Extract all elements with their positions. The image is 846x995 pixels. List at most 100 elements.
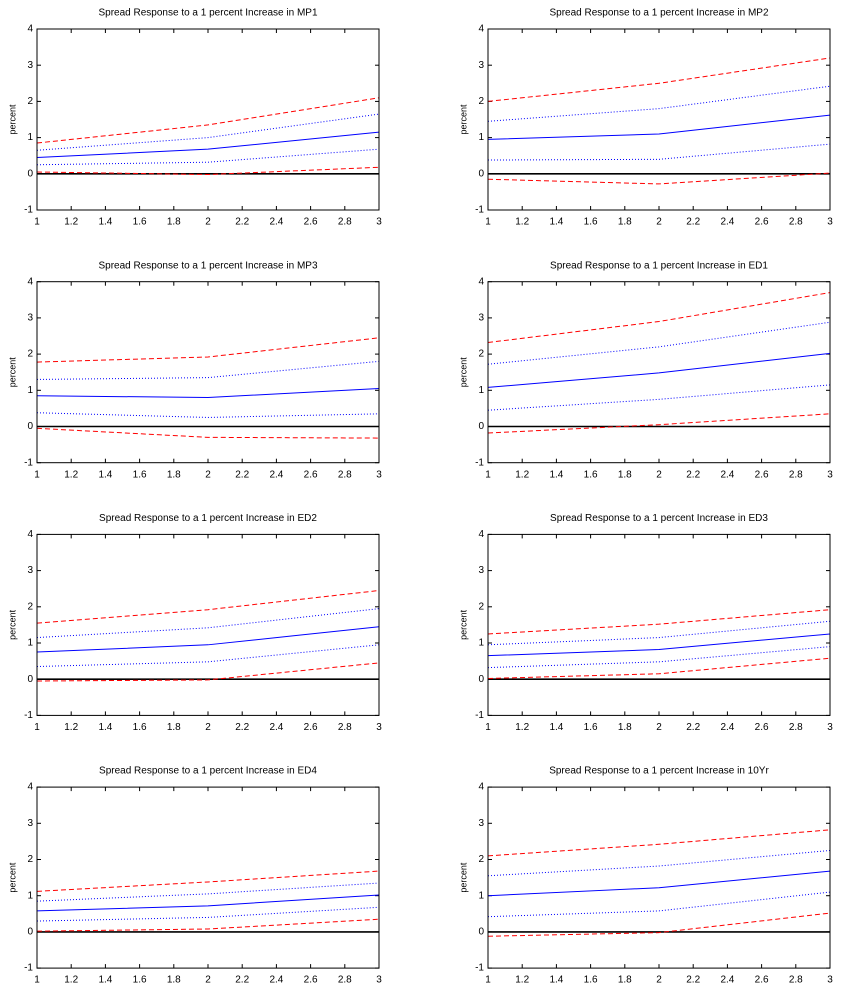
y-tick-label: -1: [24, 205, 33, 216]
x-tick-label: 1.2: [515, 975, 529, 986]
x-tick-label: 1.2: [515, 217, 529, 228]
series-line: [36, 894, 380, 912]
y-tick-label: 2: [478, 349, 484, 360]
y-tick-label: 2: [478, 96, 484, 107]
x-tick-label: 3: [376, 975, 382, 986]
y-tick-label: 3: [27, 313, 33, 324]
series-line: [487, 609, 831, 635]
y-tick-label: -1: [475, 457, 484, 468]
y-tick-label: 0: [27, 168, 33, 179]
y-tick-label: 3: [478, 818, 484, 829]
x-tick-label: 1: [485, 217, 491, 228]
x-tick-label: 2.4: [269, 722, 283, 733]
x-tick-label: 2: [205, 722, 211, 733]
y-tick-label: 0: [27, 421, 33, 432]
x-tick-label: 2.2: [235, 469, 249, 480]
y-tick-label: 0: [478, 927, 484, 938]
x-tick-label: 2.8: [789, 469, 803, 480]
series-line: [487, 172, 831, 185]
series-line: [36, 131, 380, 159]
series-line: [487, 292, 831, 344]
series-line: [36, 906, 380, 922]
x-tick-label: 2.4: [720, 975, 734, 986]
x-tick-label: 2.6: [304, 469, 318, 480]
series-line: [487, 912, 831, 937]
x-tick-label: 1.6: [133, 469, 147, 480]
series-line: [36, 662, 380, 682]
chart-title: Spread Response to a 1 percent Increase …: [98, 260, 317, 271]
x-tick-label: 2.2: [235, 217, 249, 228]
plot-frame: [487, 533, 831, 716]
x-tick-label: 2.6: [304, 217, 318, 228]
x-tick-label: 1.8: [167, 469, 181, 480]
x-tick-label: 2.4: [269, 469, 283, 480]
series-line: [36, 427, 380, 439]
series-line: [487, 143, 831, 161]
x-tick-label: 1: [485, 722, 491, 733]
x-tick-label: 1.6: [584, 722, 598, 733]
y-tick-label: 2: [478, 601, 484, 612]
y-tick-label: 3: [27, 60, 33, 71]
series-line: [487, 384, 831, 411]
series-line: [36, 608, 380, 639]
x-tick-label: 2.2: [235, 975, 249, 986]
x-tick-label: 1.4: [549, 469, 563, 480]
y-tick-label: -1: [24, 710, 33, 721]
y-tick-label: 1: [478, 132, 484, 143]
series-line: [487, 891, 831, 918]
y-tick-label: 3: [27, 818, 33, 829]
x-tick-label: 2.2: [686, 975, 700, 986]
x-tick-label: 1.6: [133, 217, 147, 228]
chart-title: Spread Response to a 1 percent Increase …: [99, 766, 317, 777]
x-tick-label: 2.6: [755, 217, 769, 228]
series-line: [487, 646, 831, 669]
series-line: [487, 85, 831, 122]
y-tick-label: 0: [27, 927, 33, 938]
chart-title: Spread Response to a 1 percent Increase …: [99, 513, 317, 524]
x-tick-label: 1.8: [618, 975, 632, 986]
x-tick-label: 3: [827, 469, 833, 480]
x-tick-label: 1.4: [98, 975, 112, 986]
x-tick-label: 1.4: [98, 469, 112, 480]
series-line: [36, 590, 380, 624]
y-tick-label: 2: [27, 96, 33, 107]
y-axis-label: percent: [7, 357, 17, 388]
y-tick-label: 1: [478, 890, 484, 901]
x-tick-label: 1.8: [167, 975, 181, 986]
series-line: [36, 870, 380, 892]
plot-frame: [487, 281, 831, 464]
series-line: [36, 166, 380, 176]
x-tick-label: 3: [827, 722, 833, 733]
x-tick-label: 1.8: [618, 722, 632, 733]
x-tick-label: 2.2: [686, 217, 700, 228]
x-tick-label: 2.2: [686, 469, 700, 480]
series-line: [36, 626, 380, 653]
x-tick-label: 2.8: [338, 469, 352, 480]
x-tick-label: 2.6: [304, 722, 318, 733]
x-tick-label: 1.4: [549, 975, 563, 986]
x-tick-label: 1: [34, 722, 40, 733]
y-tick-label: -1: [475, 963, 484, 974]
plot-frame: [36, 28, 380, 211]
y-tick-label: 4: [27, 782, 33, 793]
x-tick-label: 1.6: [133, 722, 147, 733]
x-tick-label: 1: [34, 469, 40, 480]
x-tick-label: 1: [34, 975, 40, 986]
y-tick-label: 2: [478, 854, 484, 865]
x-tick-label: 2.8: [338, 217, 352, 228]
y-tick-label: 1: [27, 890, 33, 901]
y-tick-label: 0: [478, 674, 484, 685]
x-tick-label: 2: [205, 469, 211, 480]
x-tick-label: 2.6: [304, 975, 318, 986]
y-tick-label: 2: [27, 854, 33, 865]
series-line: [487, 870, 831, 897]
y-axis-label: percent: [7, 609, 17, 640]
chart-title: Spread Response to a 1 percent Increase …: [549, 766, 769, 777]
x-tick-label: 2.8: [338, 722, 352, 733]
y-tick-label: 3: [478, 60, 484, 71]
y-tick-label: 1: [478, 638, 484, 649]
series-line: [487, 413, 831, 434]
y-tick-label: 0: [478, 168, 484, 179]
series-line: [487, 114, 831, 140]
series-line: [487, 352, 831, 388]
